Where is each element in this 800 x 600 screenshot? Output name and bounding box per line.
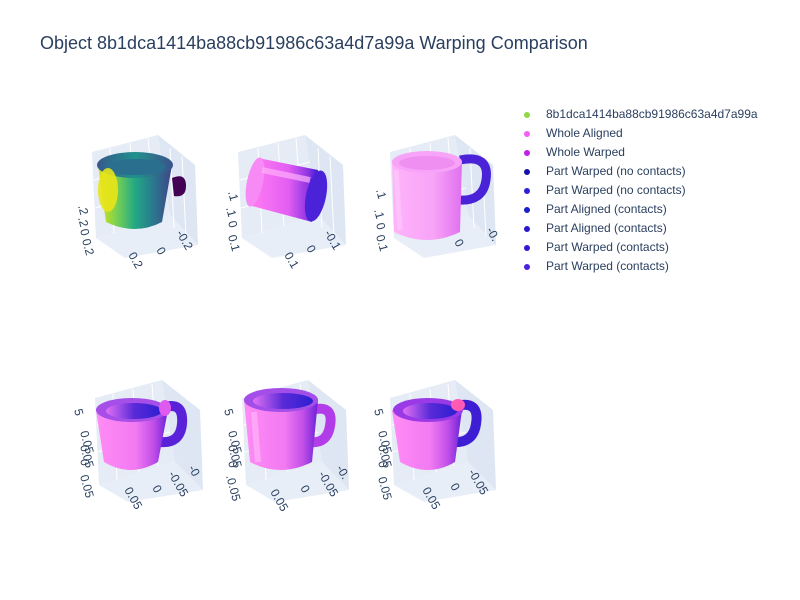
axis-ticks-left: 5 0.05 0.05 0 .0.05 (221, 407, 245, 503)
legend-item[interactable]: 8b1dca1414ba88cb91986c63a4d7a99a (520, 105, 758, 124)
part-warped-mug-pointcloud (96, 398, 188, 470)
svg-text:.1: .1 (225, 189, 241, 203)
legend-label: Part Warped (contacts) (546, 259, 669, 273)
axis-panel-floor (99, 462, 203, 502)
axis-panel-floor (242, 215, 346, 258)
svg-text:.1: .1 (373, 187, 389, 201)
svg-text:-0.: -0. (333, 463, 352, 482)
axis-ticks-left: .2 .2 0 0.2 (75, 203, 97, 257)
rotated-cylinder-pointcloud (245, 157, 328, 222)
legend-item[interactable]: Part Warped (contacts) (520, 238, 758, 257)
axis-ticks-left: .1 .1 0 0.1 (371, 187, 391, 253)
axis-panel-floor (394, 462, 496, 502)
svg-text:0: 0 (225, 459, 240, 469)
part-warped-contacts-mug-pointcloud (392, 398, 482, 470)
legend-marker (524, 112, 530, 118)
svg-text:0.05: 0.05 (77, 429, 97, 455)
axis-ticks-left: 5 0.05 0.05 0 0.05 (71, 407, 97, 499)
mug-viridis-pointcloud (97, 152, 186, 229)
svg-text:0: 0 (77, 227, 92, 237)
legend-item[interactable]: Part Warped (contacts) (520, 257, 758, 276)
part-aligned-mug-pointcloud (244, 388, 336, 470)
legend-item[interactable]: Part Aligned (contacts) (520, 219, 758, 238)
legend-item[interactable]: Part Warped (no contacts) (520, 162, 758, 181)
legend-label: Part Warped (no contacts) (546, 183, 686, 197)
legend-label: Part Warped (no contacts) (546, 164, 686, 178)
svg-text:0.05: 0.05 (375, 475, 395, 501)
legend-item[interactable]: Part Warped (no contacts) (520, 181, 758, 200)
svg-text:0: 0 (77, 457, 92, 467)
axis-panel-floor (246, 462, 349, 502)
svg-text:0.05: 0.05 (77, 473, 97, 499)
axis-panel-floor (96, 215, 198, 258)
legend-marker (524, 188, 530, 194)
legend-label: Whole Aligned (546, 126, 623, 140)
legend-label: Part Aligned (contacts) (546, 221, 667, 235)
legend-label: Whole Warped (546, 145, 625, 159)
svg-text:.0.05: .0.05 (223, 473, 244, 503)
svg-text:0.05: 0.05 (77, 443, 97, 469)
svg-text:0.05: 0.05 (375, 443, 395, 469)
legend-label: Part Aligned (contacts) (546, 202, 667, 216)
legend-label: Part Warped (contacts) (546, 240, 669, 254)
legend-item[interactable]: Part Aligned (contacts) (520, 200, 758, 219)
axis-ticks-left: 5 0.05 0.05 0 0.05 (371, 407, 395, 501)
axis-ticks-left: .1 .1 0 0.1 (223, 189, 243, 253)
legend-marker (524, 245, 530, 251)
chart-title: Object 8b1dca1414ba88cb91986c63a4d7a99a … (40, 33, 588, 53)
subplot-4[interactable]: 5 0.05 0.05 0 0.05 0.05 0 -0.05 -0 (71, 380, 203, 512)
svg-text:.1: .1 (223, 205, 239, 219)
svg-text:0.05: 0.05 (375, 429, 395, 455)
svg-text:0: 0 (375, 459, 390, 469)
legend-marker (524, 264, 530, 270)
subplot-2[interactable]: .1 .1 0 0.1 0.1 0 -0.1 (223, 135, 346, 271)
legend-marker (524, 131, 530, 137)
svg-text:0.05: 0.05 (225, 429, 245, 455)
svg-text:5: 5 (221, 407, 236, 417)
warped-mug-pointcloud (392, 151, 491, 240)
svg-text:.2: .2 (75, 203, 91, 217)
svg-text:0: 0 (225, 219, 240, 229)
svg-text:0.1: 0.1 (225, 233, 243, 253)
svg-text:-0.: -0. (483, 225, 502, 244)
subplot-1[interactable]: .2 .2 0 0.2 0.2 0 -0.2 (75, 135, 198, 271)
legend: 8b1dca1414ba88cb91986c63a4d7a99a Whole Al… (520, 105, 758, 276)
legend-marker (524, 150, 530, 156)
subplot-3[interactable]: .1 .1 0 0.1 0 -0. (371, 135, 503, 258)
legend-label: 8b1dca1414ba88cb91986c63a4d7a99a (546, 107, 758, 121)
svg-text:.1: .1 (371, 207, 387, 221)
svg-text:5: 5 (371, 407, 386, 417)
svg-text:0: 0 (373, 221, 388, 231)
svg-text:0.1: 0.1 (373, 233, 391, 253)
legend-marker (524, 169, 530, 175)
subplot-5[interactable]: 5 0.05 0.05 0 .0.05 0.05 0 -0.05 -0. (221, 380, 353, 514)
legend-item[interactable]: Whole Warped (520, 143, 758, 162)
legend-item[interactable]: Whole Aligned (520, 124, 758, 143)
svg-text:.2: .2 (75, 215, 91, 229)
svg-text:0.2: 0.2 (79, 237, 97, 257)
svg-text:5: 5 (71, 407, 86, 417)
legend-marker (524, 226, 530, 232)
svg-text:0.05: 0.05 (225, 443, 245, 469)
subplot-6[interactable]: 5 0.05 0.05 0 0.05 0.05 0 -0.05 (371, 380, 496, 512)
legend-marker (524, 207, 530, 213)
